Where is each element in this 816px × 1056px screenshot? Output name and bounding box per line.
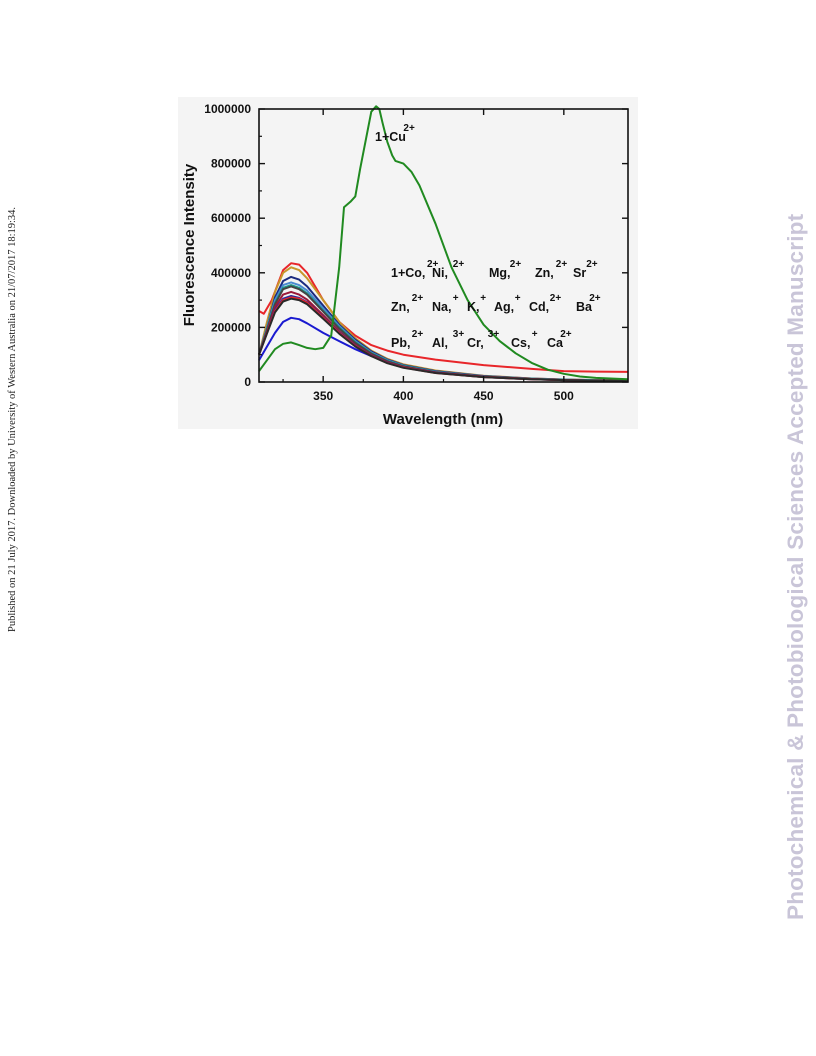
- ion-annotation: Mg,2+: [489, 259, 521, 280]
- ion-label: Na,: [432, 300, 451, 314]
- ion-label: Al,: [432, 336, 448, 350]
- series-line-10: [258, 297, 629, 382]
- ion-annotation: Ca2+: [547, 329, 572, 350]
- ion-annotation: Ba2+: [576, 293, 601, 314]
- series-line-11: [258, 105, 629, 381]
- ion-label: Cr,: [467, 336, 484, 350]
- ion-annotation: Al, 3+: [432, 329, 464, 350]
- ion-label: K,: [467, 300, 480, 314]
- series-layer: [258, 105, 629, 382]
- y-tick-label: 600000: [211, 211, 251, 225]
- y-tick-label: 200000: [211, 320, 251, 334]
- ion-annotation: Ni, 2+: [432, 259, 464, 280]
- ion-label: Pb,: [391, 336, 410, 350]
- ion-charge: +: [480, 293, 486, 304]
- ion-charge: 2+: [403, 123, 415, 134]
- ion-label: 1+Cu: [375, 130, 406, 144]
- ion-charge: 3+: [488, 329, 500, 340]
- ion-annotation: Zn,2+: [535, 259, 567, 280]
- y-tick-label: 1000000: [204, 102, 251, 116]
- ion-label: 1+Co,: [391, 266, 425, 280]
- ion-charge: 2+: [586, 259, 598, 270]
- journal-watermark-text: Photochemical & Photobiological Sciences…: [783, 213, 808, 920]
- x-axis: 350 400 450 500: [282, 109, 605, 403]
- ion-charge: +: [532, 329, 538, 340]
- series-line-0: [258, 262, 629, 373]
- ion-annotation: Cd,2+: [529, 293, 561, 314]
- ion-annotation: Ag,+: [494, 293, 521, 314]
- x-axis-label: Wavelength (nm): [383, 411, 503, 428]
- cu-annotation: 1+Cu2+: [375, 123, 415, 144]
- ion-annotation: Cr, 3+: [467, 329, 499, 350]
- ion-label: Sr: [573, 266, 586, 280]
- ion-charge: +: [515, 293, 521, 304]
- ion-charge: 2+: [560, 329, 572, 340]
- ion-annotation: Cs,+: [511, 329, 538, 350]
- ion-annotation: Sr2+: [573, 259, 598, 280]
- y-axis: 0 200000 400000 600000 800000 1000000: [204, 102, 628, 389]
- ion-charge: 2+: [427, 259, 439, 270]
- ion-label: Cs,: [511, 336, 530, 350]
- fluorescence-figure: 0 200000 400000 600000 800000 1000000 350 400 4…: [178, 97, 638, 429]
- annotations: 1+Cu2+1+Co,2+Ni,2+Mg,2+Zn,2+Sr2+Zn,2+Na,…: [375, 123, 601, 350]
- x-tick-label: 400: [393, 389, 413, 403]
- ion-annotation: Pb,2+: [391, 329, 423, 350]
- ion-label: Ca: [547, 336, 564, 350]
- ion-charge: 2+: [589, 293, 601, 304]
- ion-label: Ag,: [494, 300, 514, 314]
- ion-charge: 2+: [412, 293, 424, 304]
- y-tick-label: 0: [244, 375, 251, 389]
- y-tick-label: 400000: [211, 266, 251, 280]
- ion-label: Zn,: [535, 266, 554, 280]
- ion-label: Ni,: [432, 266, 448, 280]
- ion-label: Mg,: [489, 266, 511, 280]
- ion-label: Ba: [576, 300, 593, 314]
- ion-annotation: Na,+: [432, 293, 459, 314]
- ion-charge: 2+: [453, 259, 465, 270]
- ion-charge: 2+: [556, 259, 568, 270]
- ion-charge: 2+: [550, 293, 562, 304]
- fluorescence-chart: 0 200000 400000 600000 800000 1000000 350 400 4…: [181, 102, 629, 428]
- ion-annotation: K,+: [467, 293, 486, 314]
- ion-label: Zn,: [391, 300, 410, 314]
- y-tick-label: 800000: [211, 157, 251, 171]
- x-tick-label: 350: [313, 389, 333, 403]
- ion-charge: +: [453, 293, 459, 304]
- series-line-4: [258, 281, 629, 382]
- ion-charge: 2+: [510, 259, 522, 270]
- ion-annotation: Zn,2+: [391, 293, 423, 314]
- y-axis-label: Fluorescence Intensity: [181, 163, 198, 326]
- x-tick-label: 500: [554, 389, 574, 403]
- ion-charge: 2+: [412, 329, 424, 340]
- ion-charge: 3+: [453, 329, 465, 340]
- x-tick-label: 450: [474, 389, 494, 403]
- ion-label: Cd,: [529, 300, 549, 314]
- publication-note-text: Published on 21 July 2017. Downloaded by…: [7, 206, 18, 632]
- ion-annotation: 1+Co,2+: [391, 259, 439, 280]
